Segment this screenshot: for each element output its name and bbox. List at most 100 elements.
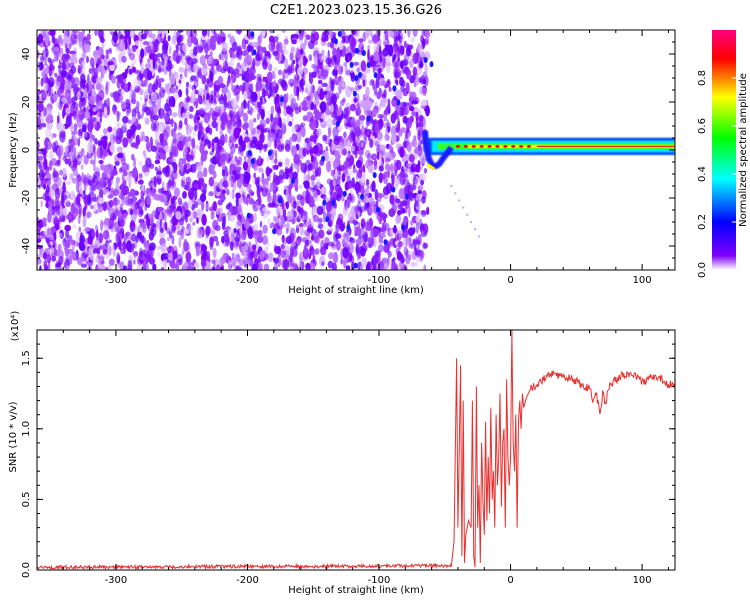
- noise-cell: [358, 114, 366, 122]
- noise-cell: [346, 69, 351, 76]
- noise-cell: [383, 219, 387, 232]
- noise-cell: [146, 167, 150, 173]
- noise-cell: [176, 53, 183, 62]
- noise-cell: [213, 92, 217, 104]
- noise-cell: [142, 249, 148, 255]
- noise-cell: [237, 30, 241, 36]
- noise-cell: [72, 224, 76, 229]
- y-tick-label: -40: [21, 238, 32, 254]
- noise-cell: [133, 259, 136, 265]
- noise-cell: [410, 261, 416, 267]
- noise-cell: [66, 95, 72, 105]
- noise-cell: [66, 214, 73, 220]
- noise-cell: [199, 55, 206, 66]
- noise-cell: [305, 34, 311, 41]
- noise-cell: [360, 124, 365, 136]
- noise-cell: [356, 67, 360, 73]
- noise-cell: [247, 150, 252, 156]
- noise-cell: [251, 244, 257, 251]
- noise-cell: [348, 254, 353, 261]
- spectrogram-x-label: Height of straight line (km): [288, 285, 424, 296]
- noise-cell: [263, 89, 269, 97]
- noise-cell: [366, 33, 369, 39]
- figure-title: C2E1.2023.023.15.36.G26: [270, 3, 442, 18]
- snr-series: [37, 330, 675, 570]
- noise-cell: [109, 64, 115, 72]
- noise-cell: [227, 211, 232, 217]
- noise-cell: [47, 57, 52, 63]
- noise-cell: [197, 45, 204, 54]
- noise-cell: [309, 92, 313, 104]
- noise-cell: [262, 235, 268, 245]
- noise-cell: [187, 141, 193, 147]
- noise-cell: [208, 163, 215, 175]
- signal-scatter-dot: [462, 206, 465, 209]
- noise-cell: [157, 65, 162, 73]
- noise-cell: [65, 47, 70, 55]
- noise-cell: [53, 46, 60, 53]
- noise-cell: [172, 50, 178, 62]
- noise-cell: [98, 188, 104, 198]
- noise-cell: [352, 90, 357, 97]
- signal-peak: [519, 145, 524, 148]
- noise-cell: [43, 252, 47, 260]
- noise-cell: [237, 106, 244, 117]
- noise-cell: [156, 175, 162, 185]
- noise-cell: [220, 153, 227, 163]
- noise-cell: [246, 72, 253, 82]
- noise-cell: [209, 151, 214, 156]
- noise-cell: [360, 247, 366, 257]
- noise-cell: [262, 46, 267, 54]
- noise-cell: [178, 79, 182, 84]
- noise-cell: [325, 201, 333, 213]
- noise-cell: [95, 257, 100, 263]
- noise-cell: [88, 80, 93, 91]
- noise-cell: [376, 254, 381, 265]
- noise-cell: [235, 50, 240, 59]
- noise-cell: [291, 125, 296, 135]
- noise-cell: [210, 157, 216, 165]
- noise-cell: [268, 63, 273, 72]
- noise-cell: [190, 75, 197, 81]
- noise-cell: [99, 110, 103, 123]
- noise-cell: [65, 201, 71, 208]
- noise-cell: [247, 43, 251, 53]
- noise-cell: [365, 86, 370, 98]
- noise-cell: [219, 205, 223, 215]
- noise-cell: [118, 239, 122, 251]
- noise-cell: [110, 228, 114, 233]
- signal-peak: [463, 145, 468, 148]
- noise-cell: [306, 227, 313, 233]
- noise-cell: [123, 170, 128, 177]
- noise-cell: [272, 192, 277, 202]
- noise-cell: [292, 59, 296, 65]
- noise-cell: [358, 71, 362, 78]
- noise-cell: [170, 224, 177, 232]
- noise-cell: [170, 202, 174, 214]
- noise-cell: [285, 92, 289, 101]
- noise-cell: [267, 218, 271, 226]
- noise-cell: [388, 86, 392, 92]
- noise-cell: [182, 191, 187, 199]
- noise-cell: [76, 91, 81, 99]
- noise-cell: [345, 115, 351, 123]
- noise-cell: [313, 90, 319, 100]
- noise-cell: [102, 139, 108, 150]
- noise-cell: [54, 50, 58, 62]
- colorbar-axis: 0.0 0.2 0.4 0.6 0.8: [697, 70, 736, 278]
- noise-cell: [412, 238, 416, 246]
- noise-cell: [78, 157, 85, 162]
- noise-cell: [421, 172, 427, 182]
- noise-cell: [269, 87, 273, 97]
- noise-cell: [243, 155, 247, 162]
- noise-cell: [40, 77, 44, 87]
- signal-peak: [455, 145, 460, 148]
- noise-cell: [131, 167, 138, 179]
- noise-cell: [199, 143, 205, 154]
- noise-cell: [312, 254, 316, 264]
- noise-cell: [130, 85, 133, 94]
- noise-cell: [384, 244, 388, 253]
- noise-cell: [71, 83, 75, 89]
- noise-cell: [82, 207, 86, 218]
- noise-cell: [77, 137, 81, 147]
